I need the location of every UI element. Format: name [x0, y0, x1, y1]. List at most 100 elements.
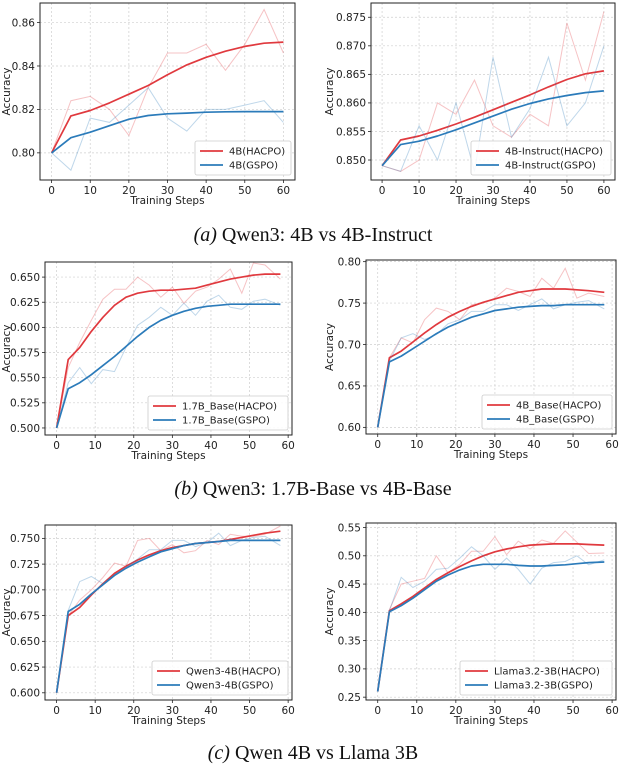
x-tick-label: 50	[566, 705, 579, 717]
plot-frame	[370, 2, 616, 181]
caption-label: (a)	[193, 224, 217, 246]
y-tick-label: 0.25	[338, 692, 361, 704]
y-tick-label: 0.84	[12, 61, 36, 73]
legend-label: 4B(GSPO)	[229, 161, 278, 172]
y-tick-label: 0.55	[338, 522, 361, 534]
y-axis-label: Accuracy	[324, 588, 336, 636]
smoothed-series-line	[376, 561, 605, 692]
plot-frame	[365, 522, 617, 701]
legend-label: 4B-Instruct(HACPO)	[505, 147, 603, 158]
plot-frame	[44, 524, 293, 701]
x-tick-label: 40	[527, 705, 540, 717]
x-tick-label: 50	[243, 440, 256, 452]
x-tick-label: 40	[523, 185, 536, 197]
smoothed-series-line	[381, 90, 604, 167]
y-tick-label: 0.675	[10, 610, 40, 622]
x-tick-label: 0	[379, 185, 386, 197]
chart-panel: 0.25 0.30 0.35 0.40 0.45 0.50 0.55 0 10 20 30 40 50 6…	[324, 522, 619, 727]
x-tick-label: 0	[53, 705, 60, 717]
x-tick-label: 20	[127, 705, 140, 717]
x-tick-label: 10	[84, 185, 97, 197]
raw-series-line	[381, 45, 605, 173]
chart-panel: 0.600 0.625 0.650 0.675 0.700 0.725 0.750 0 10 20…	[1, 524, 295, 727]
x-tick-label: 20	[449, 705, 462, 717]
y-tick-label: 0.750	[10, 533, 40, 545]
legend-label: Qwen3-4B(GSPO)	[186, 681, 274, 692]
y-tick-label: 0.50	[338, 551, 361, 563]
raw-series-line	[377, 546, 605, 692]
x-axis-label: Training Steps	[129, 195, 204, 207]
legend: Llama3.2-3B(HACPO) Llama3.2-3B(GSPO)	[459, 660, 613, 696]
caption-b: (b) Qwen3: 1.7B-Base vs 4B-Base	[0, 478, 626, 501]
x-tick-label: 40	[527, 439, 540, 451]
y-axis-label: Accuracy	[1, 68, 13, 116]
caption-label: (b)	[174, 478, 198, 500]
x-tick-label: 40	[204, 705, 217, 717]
legend-box	[459, 660, 613, 696]
y-axis-label: Accuracy	[324, 68, 336, 116]
legend-label: 4B_Base(HACPO)	[516, 401, 602, 412]
x-tick-label: 20	[449, 185, 462, 197]
x-tick-label: 60	[281, 440, 294, 452]
y-tick-label: 0.40	[338, 607, 361, 619]
x-tick-label: 0	[53, 440, 60, 452]
legend: 4B_Base(HACPO) 4B_Base(GSPO)	[481, 394, 613, 430]
legend: 4B(HACPO) 4B(GSPO)	[194, 140, 292, 176]
raw-series-line	[56, 532, 281, 693]
legend-box	[147, 395, 289, 431]
caption-text: Qwen3: 1.7B-Base vs 4B-Base	[202, 478, 452, 500]
x-tick-label: 40	[204, 440, 217, 452]
caption-text: Qwen3: 4B vs 4B-Instruct	[221, 224, 433, 246]
smoothed-series-line	[376, 543, 605, 692]
raw-series-line	[51, 8, 284, 154]
y-tick-label: 0.600	[10, 688, 40, 700]
x-axis-label: Training Steps	[453, 449, 528, 461]
x-tick-label: 60	[605, 439, 618, 451]
x-tick-label: 10	[412, 185, 425, 197]
legend-label: 4B-Instruct(GSPO)	[505, 161, 596, 172]
x-tick-label: 10	[410, 439, 423, 451]
y-tick-label: 0.550	[10, 372, 40, 384]
raw-series-line	[377, 530, 605, 692]
smoothed-series-line	[55, 539, 281, 693]
x-tick-label: 10	[410, 705, 423, 717]
smoothed-series-line	[376, 303, 605, 428]
chart-panel: 0.60 0.65 0.70 0.75 0.80 0 10 20 30 40 50 60 Trainin…	[324, 256, 619, 461]
x-tick-label: 20	[122, 185, 135, 197]
caption-text: Qwen 4B vs Llama 3B	[234, 742, 419, 764]
y-tick-label: 0.500	[10, 423, 40, 435]
y-tick-label: 0.600	[10, 322, 40, 334]
x-tick-label: 0	[48, 185, 55, 197]
x-axis-label: Training Steps	[130, 450, 205, 462]
x-tick-label: 20	[127, 440, 140, 452]
y-tick-label: 0.700	[10, 585, 40, 597]
legend: 4B-Instruct(HACPO) 4B-Instruct(GSPO)	[470, 140, 612, 176]
x-tick-label: 50	[238, 185, 251, 197]
y-tick-label: 0.60	[338, 422, 361, 434]
chart-panel: 0.500 0.525 0.550 0.575 0.600 0.625 0.650 0 10 20…	[1, 261, 295, 462]
x-tick-label: 50	[560, 185, 573, 197]
x-axis-label: Training Steps	[453, 715, 528, 727]
raw-series-line	[381, 11, 605, 172]
x-tick-label: 0	[374, 439, 381, 451]
y-tick-label: 0.75	[338, 298, 361, 310]
y-tick-label: 0.82	[12, 104, 35, 116]
x-tick-label: 60	[281, 705, 294, 717]
y-tick-label: 0.45	[338, 579, 361, 591]
y-axis-label: Accuracy	[1, 589, 13, 637]
y-tick-label: 0.80	[12, 148, 35, 160]
y-tick-label: 0.525	[10, 398, 40, 410]
y-tick-label: 0.80	[338, 256, 361, 268]
smoothed-series-line	[55, 273, 281, 429]
legend-box	[194, 140, 292, 176]
y-axis-label: Accuracy	[324, 323, 336, 371]
raw-series-line	[51, 86, 284, 172]
legend-label: 1.7B_Base(GSPO)	[182, 416, 270, 427]
plot-frame	[44, 261, 293, 436]
plot-frame	[365, 259, 617, 435]
chart-panel: 0.850 0.855 0.860 0.865 0.870 0.875 0 10 20 30 40 5…	[324, 2, 616, 207]
caption-c: (c) Qwen 4B vs Llama 3B	[0, 742, 626, 765]
y-tick-label: 0.625	[10, 662, 40, 674]
x-tick-label: 0	[374, 705, 381, 717]
